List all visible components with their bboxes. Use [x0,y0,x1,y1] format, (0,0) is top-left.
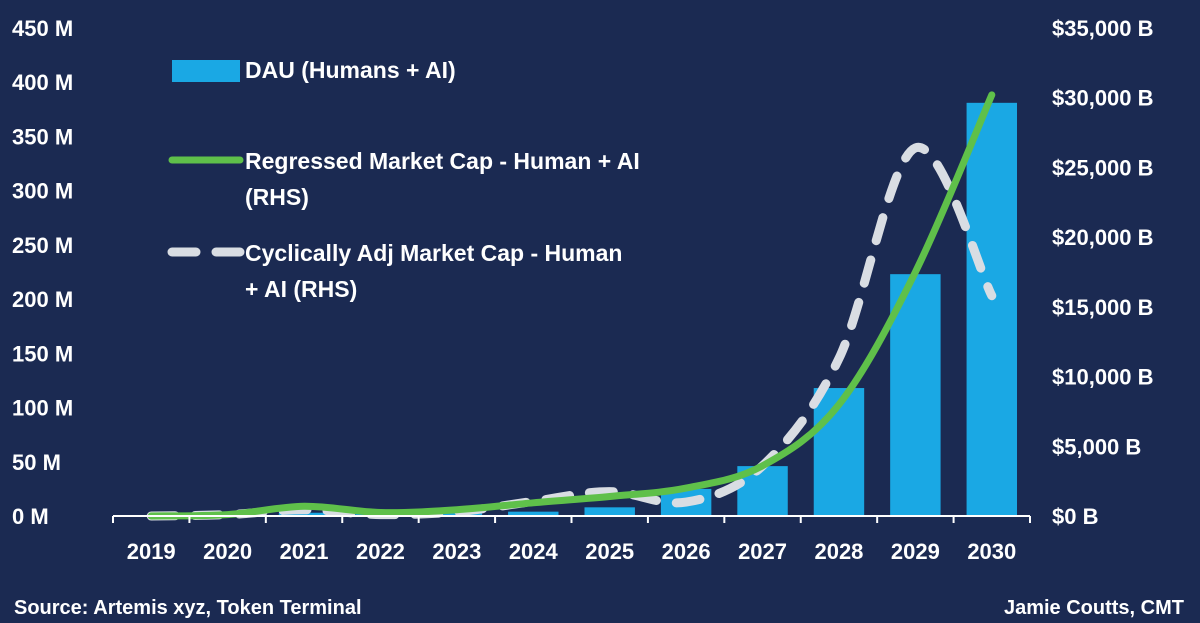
axes-layer: 2019 2020 2021 2022 2023 2024 2025 2026 2027 2028… [12,16,1154,564]
y-right-tick-label: $30,000 B [1052,86,1154,111]
legend-label: Cyclically Adj Market Cap - Human [245,240,622,266]
legend: DAU (Humans + AI) Regressed Market Cap - … [167,57,640,302]
y-right-tick-label: $0 B [1052,504,1098,529]
x-tick-label-2019: 2019 [127,539,176,564]
y-right-tick-label: $15,000 B [1052,295,1154,320]
x-tick-label-2030: 2030 [967,539,1016,564]
y-right-tick-label: $35,000 B [1052,16,1154,41]
legend-swatch-dau [172,60,240,82]
y-left-tick-label: 100 M [12,396,73,421]
bar-2030 [966,102,1018,517]
y-right-tick-label: $5,000 B [1052,434,1141,459]
author-credit: Jamie Coutts, CMT [1004,597,1184,619]
legend-label: (RHS) [245,184,309,210]
y-right-tick-label: $10,000 B [1052,365,1154,390]
x-tick-label-2026: 2026 [662,539,711,564]
source-note: Source: Artemis xyz, Token Terminal [14,597,362,619]
y-left-tick-label: 50 M [12,450,61,475]
y-left-tick-label: 400 M [12,70,73,95]
lines-layer [146,91,997,521]
legend-label: DAU (Humans + AI) [245,57,456,83]
legend-label: Regressed Market Cap - Human + AI [245,148,640,174]
x-tick-label-2028: 2028 [814,539,863,564]
x-tick-label-2021: 2021 [280,539,329,564]
bar-2024 [508,511,559,516]
cyclically-adj-market-cap-line [146,143,997,521]
footer: Source: Artemis xyz, Token Terminal Jami… [14,597,1184,619]
y-right-tick-label: $25,000 B [1052,155,1154,180]
y-left-tick-label: 300 M [12,179,73,204]
regressed-market-cap-line [147,91,996,520]
y-left-tick-label: 350 M [12,124,73,149]
y-left-tick-label: 450 M [12,16,73,41]
bars-layer [125,102,1018,517]
y-left-tick-label: 150 M [12,341,73,366]
x-tick-label-2029: 2029 [891,539,940,564]
x-tick-label-2025: 2025 [585,539,634,564]
y-right-tick-label: $20,000 B [1052,225,1154,250]
x-tick-label-2027: 2027 [738,539,787,564]
y-left-tick-label: 250 M [12,233,73,258]
x-tick-label-2022: 2022 [356,539,405,564]
y-left-tick-label: 200 M [12,287,73,312]
x-tick-label-2020: 2020 [203,539,252,564]
x-tick-label-2023: 2023 [432,539,481,564]
bar-2021 [278,512,330,516]
x-tick-label-2024: 2024 [509,539,559,564]
bar-2025 [584,507,635,516]
bar-2029 [890,274,941,516]
legend-label: + AI (RHS) [245,276,357,302]
y-left-tick-label: 0 M [12,504,49,529]
